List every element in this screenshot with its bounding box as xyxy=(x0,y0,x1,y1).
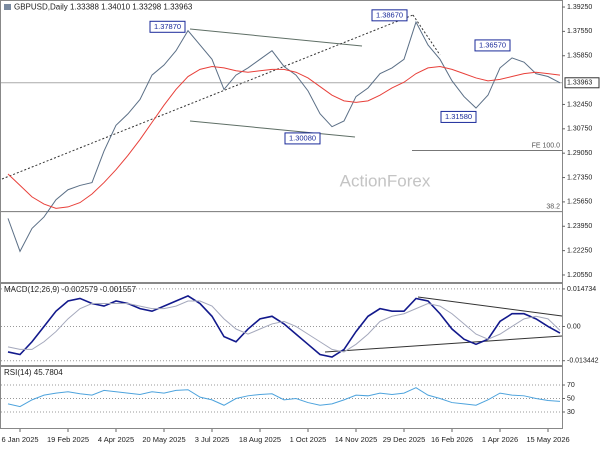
x-tick-label: 14 Nov 2025 xyxy=(335,435,378,444)
x-tick-label: 6 Jan 2025 xyxy=(1,435,38,444)
x-tick-label: 29 Dec 2025 xyxy=(383,435,426,444)
macd-trendline xyxy=(324,335,563,353)
y-tick-label: 1.20550 xyxy=(567,272,592,279)
x-tick-label: 20 May 2025 xyxy=(142,435,185,444)
rsi-panel xyxy=(0,366,563,429)
y-tick-label: 1.25650 xyxy=(567,199,592,206)
x-tick-label: 18 Aug 2025 xyxy=(239,435,281,444)
series-line xyxy=(7,294,561,358)
channel-upper xyxy=(189,28,363,47)
last-price-box xyxy=(564,77,600,89)
level-label: FE 100.0 xyxy=(532,142,561,149)
x-tick-label: 1 Oct 2025 xyxy=(290,435,327,444)
y-tick-label: 1.22250 xyxy=(567,247,592,254)
price-label: 1.31580 xyxy=(445,112,472,121)
series-line xyxy=(7,20,561,253)
x-tick-label: 16 Feb 2026 xyxy=(431,435,473,444)
x-tick-label: 4 Apr 2025 xyxy=(98,435,134,444)
price-label-box xyxy=(284,132,321,145)
price-label-box xyxy=(149,20,186,33)
y-tick-label: 1.29050 xyxy=(567,150,592,157)
watermark: ActionForex xyxy=(340,171,431,190)
y-tick-label: -0.013442 xyxy=(567,358,599,365)
macd-panel xyxy=(0,283,563,366)
y-tick-label: 70 xyxy=(567,382,575,389)
y-tick-label: 1.27350 xyxy=(567,174,592,181)
price-panel xyxy=(0,0,563,283)
symbol-icon xyxy=(4,4,11,10)
price-label: 1.38670 xyxy=(376,10,403,19)
trendline xyxy=(1,14,414,180)
y-tick-label: 1.39250 xyxy=(567,4,592,11)
x-tick-label: 19 Feb 2025 xyxy=(47,435,89,444)
y-tick-label: 50 xyxy=(567,395,575,402)
price-label-box xyxy=(371,9,408,22)
y-tick-label: 30 xyxy=(567,409,575,416)
x-tick-label: 3 Jul 2025 xyxy=(195,435,230,444)
price-title: GBPUSD,Daily 1.33388 1.34010 1.33298 1.3… xyxy=(14,3,193,12)
x-tick-label: 1 Apr 2026 xyxy=(482,435,518,444)
macd-title: MACD(12,26,9) -0.002579 -0.001557 xyxy=(4,285,137,294)
x-tick-label: 15 May 2026 xyxy=(526,435,569,444)
channel-lower xyxy=(189,120,356,138)
series-line xyxy=(7,65,561,209)
trendline xyxy=(412,14,441,56)
y-tick-label: 1.30750 xyxy=(567,126,592,133)
y-tick-label: 1.32450 xyxy=(567,101,592,108)
level-label: 38.2 xyxy=(546,203,560,210)
price-label: 1.30080 xyxy=(289,133,316,142)
price-label-box xyxy=(474,39,511,52)
y-tick-label: 0.00 xyxy=(567,323,581,330)
y-tick-label: 0.014734 xyxy=(567,286,596,293)
y-tick-label: 1.35850 xyxy=(567,53,592,60)
series-line xyxy=(7,387,561,408)
price-label: 1.36570 xyxy=(479,40,506,49)
macd-trendline xyxy=(417,296,563,317)
rsi-title: RSI(14) 45.7804 xyxy=(4,368,63,377)
price-label: 1.37870 xyxy=(154,22,181,31)
price-label-box xyxy=(440,110,477,123)
y-tick-label: 1.23950 xyxy=(567,223,592,230)
series-line xyxy=(7,300,561,353)
y-tick-label: 1.37550 xyxy=(567,28,592,35)
last-price-label: 1.33963 xyxy=(567,80,592,87)
